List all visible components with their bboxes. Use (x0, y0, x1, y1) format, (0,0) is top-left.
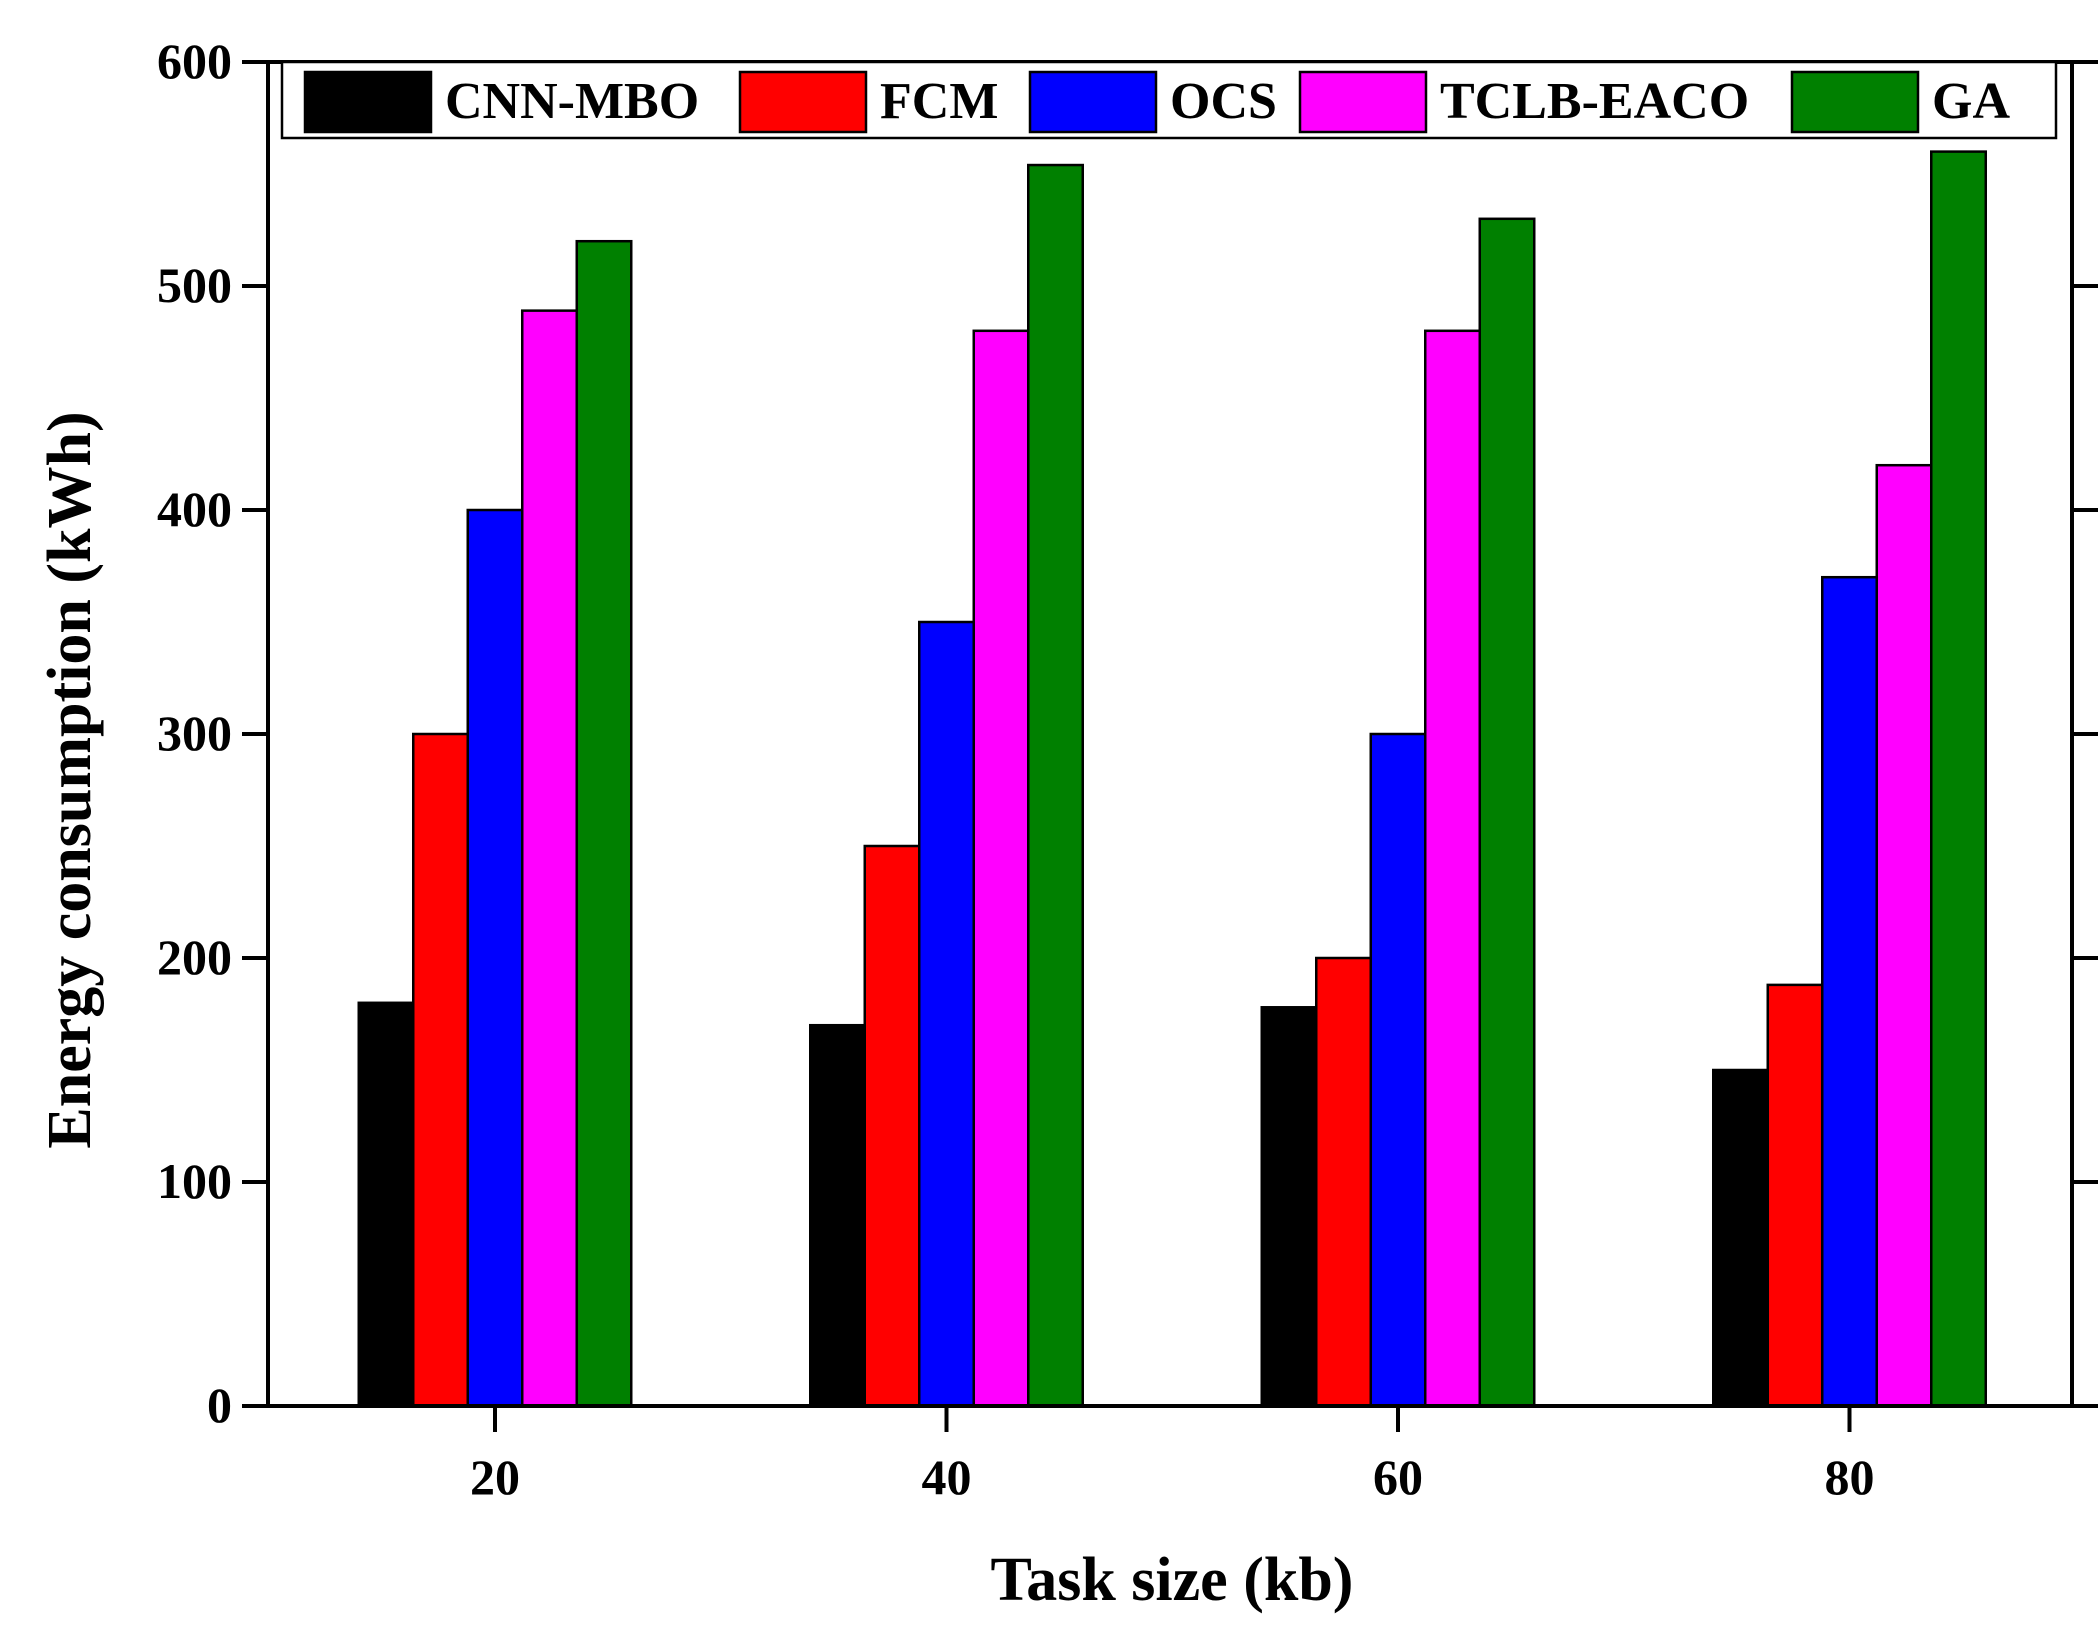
y-tick-label: 300 (157, 705, 232, 761)
legend-label-ga: GA (1932, 73, 2010, 130)
legend-swatch-cnn-mbo (303, 70, 433, 134)
legend-swatch-fcm (738, 70, 868, 134)
legend-label-tclb-eaco: TCLB-EACO (1440, 73, 1749, 130)
bar-cnn-mbo-80 (1712, 1068, 1769, 1408)
bar-fcm-40 (863, 844, 921, 1408)
bar-ga-40 (1027, 163, 1084, 1408)
legend-swatch-tclb-eaco (1298, 70, 1428, 134)
y-axis-label: Energy consumption (kWh) (36, 411, 104, 1148)
bar-tclb-eaco-20 (521, 309, 578, 1408)
y-tick-label: 500 (157, 257, 232, 313)
legend-swatch-ocs (1028, 70, 1158, 134)
bar-tclb-eaco-40 (972, 329, 1030, 1408)
legend-box (280, 60, 2058, 140)
y-tick-label: 200 (157, 929, 232, 985)
bar-ga-20 (575, 239, 633, 1408)
bar-cnn-mbo-60 (1260, 1006, 1318, 1408)
legend-swatch-ga (1790, 70, 1920, 134)
legend-label-ocs: OCS (1170, 73, 1277, 130)
bar-cnn-mbo-20 (357, 1001, 415, 1408)
bar-cnn-mbo-40 (809, 1023, 866, 1408)
y-tick-label: 100 (157, 1153, 232, 1209)
y-tick-label: 400 (157, 481, 232, 537)
bar-ocs-40 (918, 620, 975, 1408)
x-axis-label: Task size (kb) (991, 1546, 1354, 1614)
bar-ocs-60 (1369, 732, 1427, 1408)
bar-fcm-80 (1766, 983, 1824, 1408)
bar-ga-80 (1930, 150, 1987, 1408)
legend-label-fcm: FCM (880, 73, 998, 130)
x-tick-label: 20 (470, 1449, 520, 1505)
y-tick-label: 600 (157, 33, 232, 89)
bars-layer (357, 150, 1987, 1408)
legend: CNN-MBO FCM OCS TCLB-EACO GA (280, 60, 2058, 140)
x-tick-label: 80 (1825, 1449, 1875, 1505)
y-tick-label: 0 (207, 1377, 232, 1433)
bar-tclb-eaco-60 (1424, 329, 1481, 1408)
bar-ocs-80 (1821, 575, 1878, 1408)
bar-fcm-20 (412, 732, 469, 1408)
x-tick-label: 40 (922, 1449, 972, 1505)
bar-fcm-60 (1315, 956, 1372, 1408)
axes-layer: 0 100 200 300 400 500 600 20 40 60 80 (157, 33, 2098, 1505)
legend-label-cnn-mbo: CNN-MBO (445, 73, 699, 130)
bar-tclb-eaco-80 (1875, 463, 1933, 1408)
x-tick-label: 60 (1373, 1449, 1423, 1505)
bar-ga-60 (1478, 217, 1536, 1408)
bar-ocs-20 (466, 508, 524, 1408)
